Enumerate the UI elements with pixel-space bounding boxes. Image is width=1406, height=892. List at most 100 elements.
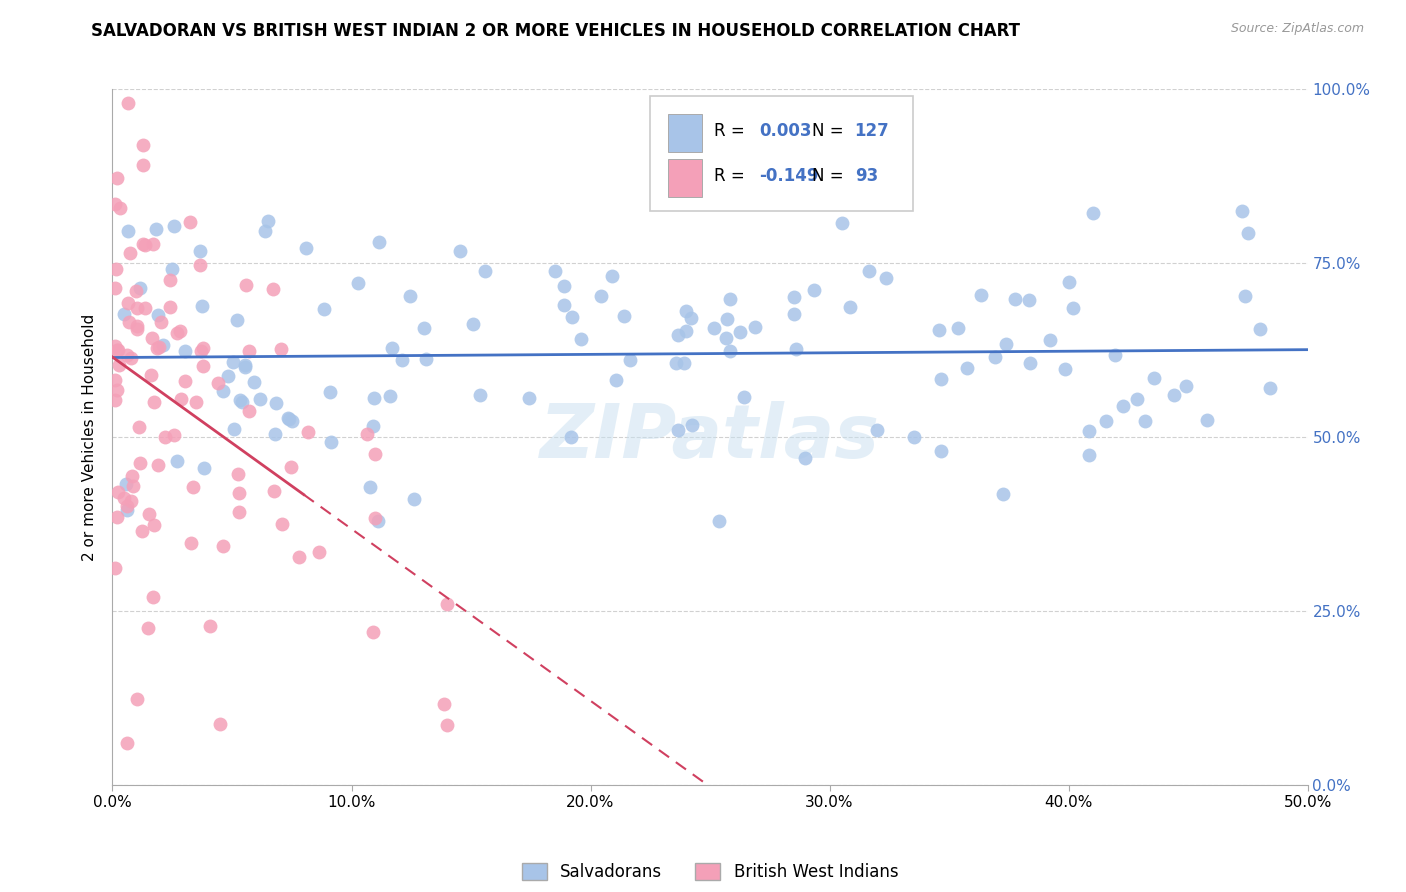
Point — [553, 278, 575, 293]
Point — [970, 287, 993, 301]
Point — [136, 621, 159, 635]
Point — [359, 480, 381, 494]
Point — [1175, 378, 1198, 392]
Point — [929, 443, 952, 458]
Point — [163, 219, 186, 234]
Point — [1233, 288, 1256, 302]
Text: N =: N = — [811, 167, 848, 186]
Point — [364, 511, 387, 525]
Point — [347, 276, 370, 290]
Point — [569, 332, 592, 346]
Point — [703, 321, 725, 335]
Point — [613, 309, 636, 323]
Text: 93: 93 — [855, 167, 877, 186]
Point — [141, 331, 163, 345]
Point — [104, 339, 127, 353]
Point — [1078, 424, 1101, 438]
Point — [148, 308, 170, 322]
Point — [117, 223, 139, 237]
Point — [170, 392, 193, 407]
Point — [288, 550, 311, 565]
Point — [190, 344, 212, 359]
Bar — [668, 113, 702, 152]
Point — [235, 359, 257, 374]
Point — [436, 597, 458, 611]
Point — [1258, 381, 1281, 395]
Point — [733, 390, 755, 404]
Point — [297, 425, 319, 440]
Point — [1237, 226, 1260, 240]
Point — [675, 303, 697, 318]
Point — [728, 325, 751, 339]
Point — [226, 467, 249, 481]
Point — [117, 295, 139, 310]
Point — [280, 460, 302, 475]
Point — [125, 318, 148, 333]
Point — [955, 361, 977, 376]
Point — [270, 343, 292, 357]
Point — [561, 310, 583, 324]
Point — [363, 447, 385, 461]
Point — [321, 434, 343, 449]
Point — [675, 324, 697, 338]
FancyBboxPatch shape — [651, 96, 914, 211]
Point — [803, 283, 825, 297]
Point — [461, 317, 484, 331]
Point — [114, 308, 135, 322]
Text: N =: N = — [811, 122, 848, 140]
Point — [131, 524, 153, 538]
Point — [134, 301, 156, 315]
Point — [228, 392, 250, 407]
Point — [228, 485, 250, 500]
Point — [107, 484, 129, 499]
Point — [209, 717, 232, 731]
Point — [591, 289, 613, 303]
Point — [600, 268, 623, 283]
Point — [1004, 292, 1026, 306]
Point — [666, 423, 689, 437]
Text: 0.003: 0.003 — [759, 122, 811, 140]
Point — [134, 237, 156, 252]
Text: Source: ZipAtlas.com: Source: ZipAtlas.com — [1230, 22, 1364, 36]
Point — [180, 536, 202, 550]
Point — [1019, 356, 1042, 370]
Point — [115, 500, 138, 514]
Point — [716, 312, 738, 326]
Point — [131, 236, 153, 251]
Point — [112, 491, 135, 505]
Point — [295, 241, 318, 255]
Point — [308, 545, 330, 559]
Point — [928, 323, 950, 337]
Point — [1133, 414, 1156, 428]
Point — [404, 491, 426, 506]
Point — [433, 698, 456, 712]
Point — [946, 321, 969, 335]
Point — [162, 262, 184, 277]
Point — [1143, 370, 1166, 384]
Bar — [668, 159, 702, 197]
Point — [142, 237, 165, 252]
Point — [228, 505, 250, 519]
Point — [1062, 301, 1084, 315]
Point — [681, 418, 703, 433]
Point — [117, 348, 139, 362]
Point — [474, 264, 496, 278]
Point — [1163, 388, 1185, 402]
Point — [277, 411, 299, 425]
Point — [118, 315, 141, 329]
Point — [145, 222, 167, 236]
Point — [412, 320, 434, 334]
Point — [104, 197, 127, 211]
Point — [117, 96, 139, 111]
Point — [105, 171, 128, 186]
Point — [361, 419, 384, 434]
Point — [153, 430, 176, 444]
Text: ZIPatlas: ZIPatlas — [540, 401, 880, 474]
Point — [278, 412, 301, 426]
Text: R =: R = — [714, 167, 749, 186]
Point — [1039, 334, 1062, 348]
Point — [257, 213, 280, 227]
Point — [875, 271, 897, 285]
Point — [785, 342, 807, 356]
Point — [553, 298, 575, 312]
